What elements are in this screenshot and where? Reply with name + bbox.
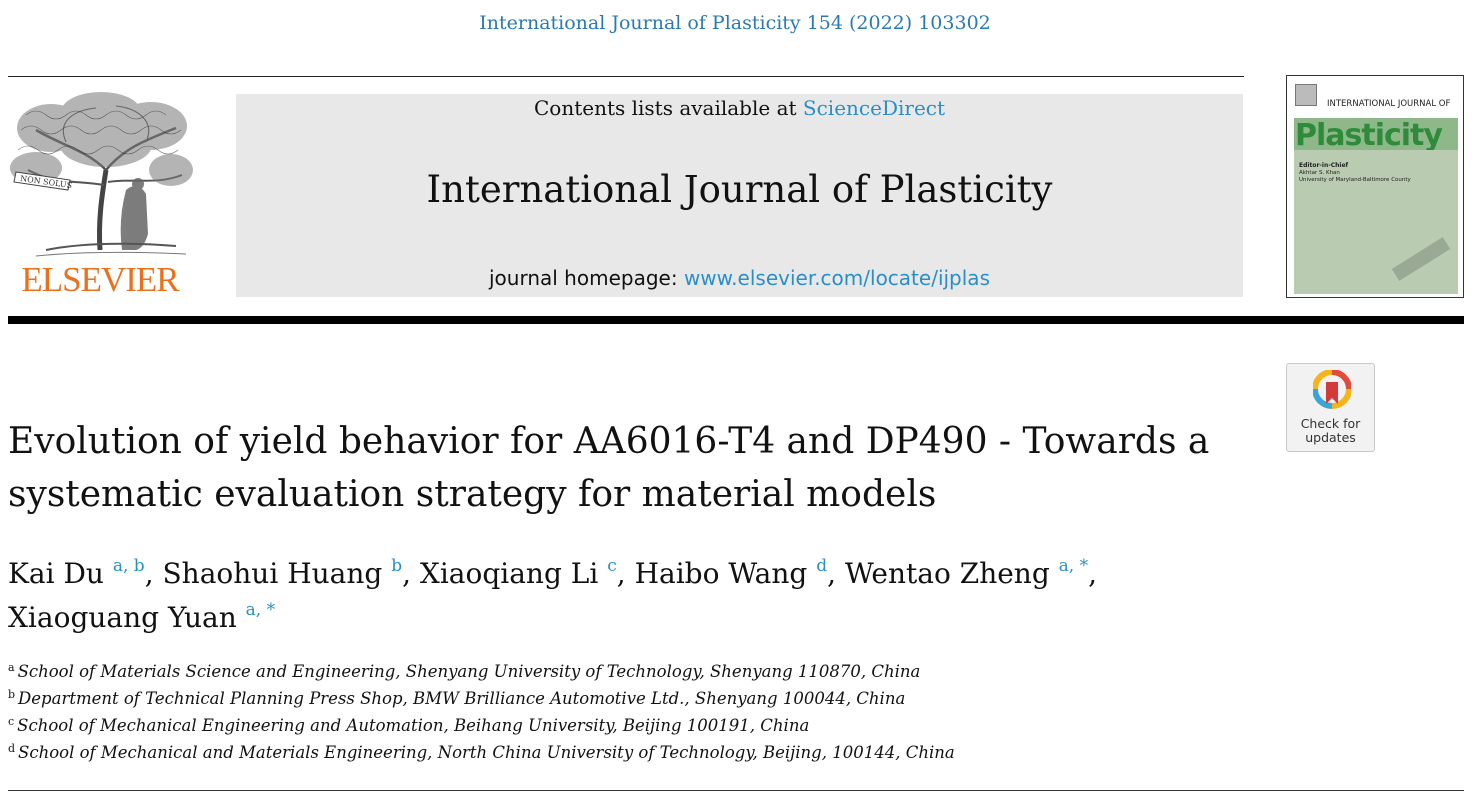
affiliation-item: a School of Materials Science and Enginee… bbox=[8, 658, 1268, 685]
contents-prefix: Contents lists available at bbox=[533, 96, 803, 120]
check-updates-line1: Check for bbox=[1300, 416, 1361, 431]
author[interactable]: Xiaoguang Yuan a, * bbox=[8, 601, 275, 634]
author-name: Kai Du bbox=[8, 557, 104, 590]
author-affiliation-marker[interactable]: a, b bbox=[112, 556, 145, 576]
affiliation-text: School of Mechanical Engineering and Aut… bbox=[17, 716, 810, 735]
publisher-wordmark: ELSEVIER bbox=[21, 260, 179, 299]
masthead-bottom-rule bbox=[8, 316, 1464, 324]
check-for-updates-label: Check for updates bbox=[1287, 417, 1374, 445]
author[interactable]: Shaohui Huang b, bbox=[162, 556, 420, 590]
cover-wordmark: Plasticity bbox=[1295, 118, 1443, 153]
journal-cover-thumbnail[interactable]: INTERNATIONAL JOURNAL OF Plasticity Edit… bbox=[1286, 75, 1464, 298]
affiliation-key: d bbox=[8, 742, 16, 755]
cover-editor-label: Editor-in-Chief bbox=[1299, 162, 1349, 169]
author-name: Xiaoguang Yuan bbox=[8, 601, 237, 634]
author-affiliation-marker[interactable]: a, * bbox=[1058, 556, 1089, 576]
author-affiliation-marker[interactable]: a, * bbox=[245, 600, 276, 620]
author-affiliation-marker[interactable]: c bbox=[607, 556, 617, 576]
check-for-updates-button[interactable]: Check for updates bbox=[1286, 363, 1375, 452]
cover-body bbox=[1294, 150, 1458, 294]
author-name: Haibo Wang bbox=[634, 557, 808, 590]
journal-title: International Journal of Plasticity bbox=[426, 168, 1053, 211]
author[interactable]: Wentao Zheng a, *, bbox=[844, 556, 1098, 590]
author[interactable]: Xiaoqiang Li c, bbox=[419, 556, 635, 590]
author-list: Kai Du a, b, Shaohui Huang b, Xiaoqiang … bbox=[8, 552, 1268, 640]
affiliation-list: a School of Materials Science and Enginee… bbox=[8, 658, 1268, 766]
author-name: Wentao Zheng bbox=[844, 557, 1050, 590]
affiliation-item: c School of Mechanical Engineering and Au… bbox=[8, 712, 1268, 739]
affiliation-text: School of Materials Science and Engineer… bbox=[17, 662, 921, 681]
article-title: Evolution of yield behavior for AA6016-T… bbox=[8, 421, 1210, 515]
author-name: Shaohui Huang bbox=[162, 557, 383, 590]
journal-masthead: Contents lists available at ScienceDirec… bbox=[236, 94, 1243, 297]
affiliation-item: b Department of Technical Planning Press … bbox=[8, 685, 1268, 712]
cover-elsevier-emblem-icon bbox=[1295, 84, 1317, 106]
sciencedirect-link[interactable]: ScienceDirect bbox=[802, 96, 946, 120]
affiliation-key: a bbox=[8, 661, 15, 674]
affiliation-key: b bbox=[8, 688, 16, 701]
header-rule bbox=[8, 76, 1244, 77]
affiliation-key: c bbox=[8, 715, 15, 728]
cover-editor-affiliation: University of Maryland-Baltimore County bbox=[1299, 176, 1411, 183]
contents-availability-line: Contents lists available at ScienceDirec… bbox=[236, 96, 1243, 120]
check-for-updates-icon bbox=[1313, 370, 1351, 409]
cover-title-band bbox=[1294, 118, 1458, 150]
author[interactable]: Kai Du a, b, bbox=[8, 556, 163, 590]
journal-citation[interactable]: International Journal of Plasticity 154 … bbox=[479, 12, 991, 34]
check-updates-line2: updates bbox=[1305, 430, 1356, 445]
journal-homepage-link[interactable]: www.elsevier.com/locate/ijplas bbox=[683, 266, 990, 290]
section-divider bbox=[8, 790, 1464, 791]
affiliation-item: d School of Mechanical and Materials Engi… bbox=[8, 739, 1268, 766]
affiliation-text: Department of Technical Planning Press S… bbox=[18, 689, 906, 708]
journal-homepage-line: journal homepage: www.elsevier.com/locat… bbox=[236, 266, 1243, 290]
cover-editor-block: Editor-in-Chief Akhtar S. Khan Universit… bbox=[1299, 162, 1411, 184]
author-affiliation-marker[interactable]: d bbox=[816, 556, 828, 576]
affiliation-text: School of Mechanical and Materials Engin… bbox=[18, 743, 955, 762]
tree-scholar-icon: NON SOLUS bbox=[10, 92, 193, 257]
elsevier-logo[interactable]: NON SOLUS ELSEVIER bbox=[6, 90, 194, 302]
homepage-prefix: journal homepage: bbox=[489, 266, 684, 290]
author-name: Xiaoqiang Li bbox=[419, 557, 599, 590]
cover-editor-name: Akhtar S. Khan bbox=[1299, 169, 1340, 176]
author-affiliation-marker[interactable]: b bbox=[391, 556, 403, 576]
cover-journal-line: INTERNATIONAL JOURNAL OF bbox=[1327, 99, 1451, 109]
author[interactable]: Haibo Wang d, bbox=[634, 556, 845, 590]
